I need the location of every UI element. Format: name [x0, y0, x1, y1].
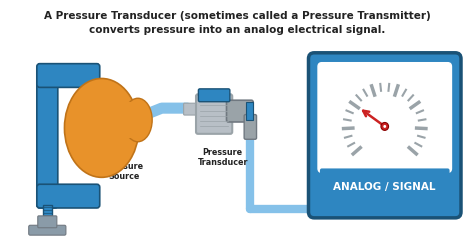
Ellipse shape — [124, 98, 152, 142]
FancyBboxPatch shape — [37, 64, 100, 87]
FancyBboxPatch shape — [37, 184, 100, 208]
FancyBboxPatch shape — [38, 216, 57, 228]
Text: Pressure
Transducer: Pressure Transducer — [198, 148, 248, 167]
Bar — [121, 102, 140, 138]
Text: converts pressure into an analog electrical signal.: converts pressure into an analog electri… — [89, 25, 385, 35]
Circle shape — [381, 122, 389, 130]
Circle shape — [383, 125, 386, 128]
Text: A Pressure Transducer (sometimes called a Pressure Transmitter): A Pressure Transducer (sometimes called … — [44, 11, 430, 21]
FancyBboxPatch shape — [244, 114, 256, 139]
FancyBboxPatch shape — [227, 100, 253, 122]
FancyBboxPatch shape — [318, 63, 451, 172]
Text: Pressure
Source: Pressure Source — [103, 162, 144, 181]
FancyBboxPatch shape — [29, 225, 66, 235]
Bar — [246, 102, 253, 120]
Bar — [43, 205, 52, 223]
FancyBboxPatch shape — [196, 94, 232, 134]
FancyBboxPatch shape — [183, 103, 197, 115]
Ellipse shape — [64, 78, 139, 177]
Text: ANALOG / SIGNAL: ANALOG / SIGNAL — [334, 182, 436, 192]
FancyBboxPatch shape — [199, 89, 230, 102]
FancyBboxPatch shape — [309, 53, 461, 218]
FancyBboxPatch shape — [37, 66, 58, 208]
FancyBboxPatch shape — [320, 168, 449, 206]
